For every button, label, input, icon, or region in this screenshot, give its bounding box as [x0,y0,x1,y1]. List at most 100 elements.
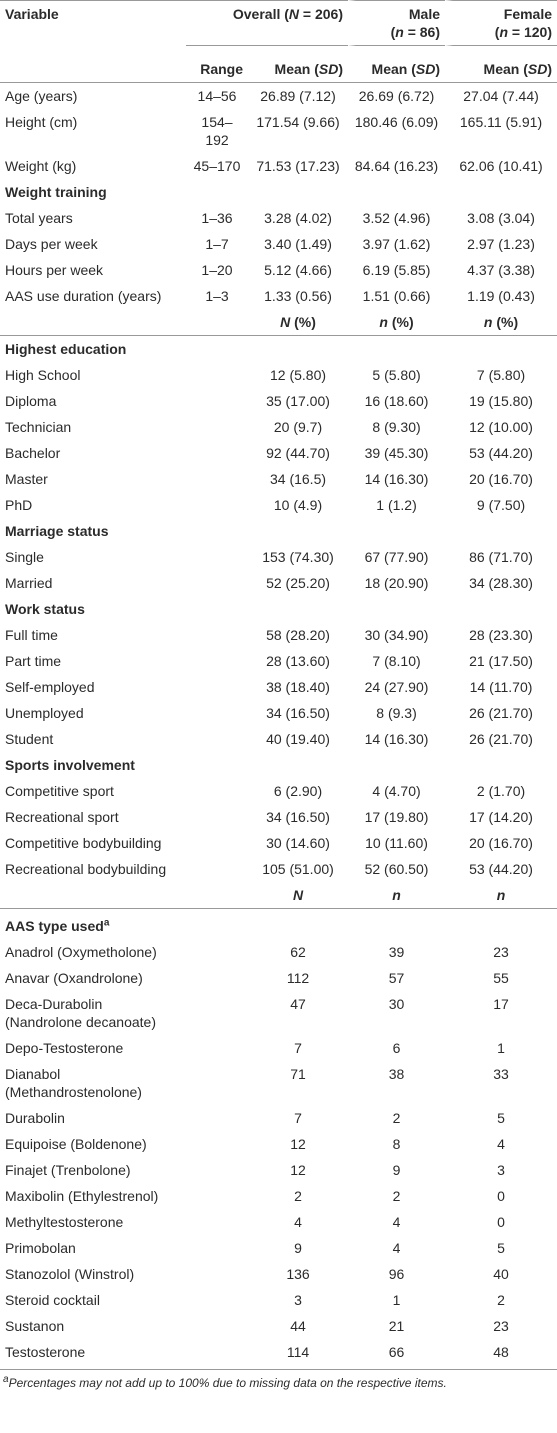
header-text: ( [390,24,396,40]
cell-text: Highest education [5,341,127,357]
cell-text: 1–3 [205,288,229,304]
cell-text: 6 [392,1040,401,1056]
cell-text: 28 (23.30) [469,627,533,643]
cell [186,492,248,518]
cell [186,414,248,440]
cell: Single [0,544,186,570]
cell-text: 9 [392,1162,401,1178]
cell [186,726,248,752]
cell-text: 52 (60.50) [364,861,429,877]
cell [186,1313,248,1339]
cell-text: High School [5,367,81,383]
cell: 55 [445,965,557,991]
cell: 47 [248,991,348,1035]
cell: 9 (7.50) [445,492,557,518]
data-row: PhD 10 (4.9) 1 (1.2) 9 (7.50) [0,492,557,518]
header-cell: Female (n = 120) [445,0,557,46]
cell-text: Master [5,471,48,487]
cell: 20 (16.70) [445,466,557,492]
cell: 35 (17.00) [248,388,348,414]
cell: 23 [445,1313,557,1339]
cell-text: 12 (10.00) [469,419,533,435]
cell: Height (cm) [0,109,186,153]
cell-text: n [392,887,401,903]
cell: Work status [0,596,557,622]
cell: 154–192 [186,109,248,153]
cell-text: 2 [392,1188,401,1204]
data-row: Stanozolol (Winstrol) 136 96 40 [0,1261,557,1287]
cell: 28 (13.60) [248,648,348,674]
cell-text: 34 (28.30) [469,575,533,591]
cell [186,1339,248,1365]
cell-text: Primobolan [5,1240,76,1256]
data-row: Deca-Durabolin (Nandrolone decanoate) 47 3… [0,991,557,1035]
cell: 14 (16.30) [348,466,445,492]
cell-text: 34 (16.50) [266,705,330,721]
data-row: Sustanon 44 21 23 [0,1313,557,1339]
header-text: = 86) [403,24,441,40]
cell: 7 [248,1035,348,1061]
cell-text: 1 [392,1292,401,1308]
cell [186,1183,248,1209]
data-row: Depo-Testosterone 7 6 1 [0,1035,557,1061]
cell-text: 5.12 (4.66) [264,262,332,278]
cell [186,1287,248,1313]
cell: 84.64 (16.23) [348,153,445,179]
cell-text: Student [5,731,54,747]
data-row: Hours per week 1–20 5.12 (4.66) 6.19 (5.85)… [0,257,557,283]
cell: 153 (74.30) [248,544,348,570]
footnote: aPercentages may not add up to 100% due … [0,1369,557,1396]
cell: 2 [348,1105,445,1131]
cell: 92 (44.70) [248,440,348,466]
cell: 2 [248,1183,348,1209]
cell-text: 7 (8.10) [372,653,421,669]
cell: Married [0,570,186,596]
cell-text: 26 (21.70) [469,731,533,747]
cell: 9 [348,1157,445,1183]
cell: 30 (14.60) [248,830,348,856]
cell-text: 136 [286,1266,310,1282]
cell-text: Testosterone [5,1344,86,1360]
cell: 3 [445,1157,557,1183]
header-cell: Mean (SD) [348,46,446,83]
cell-text: Dianabol (Methandrostenolone) [5,1066,142,1100]
cell-text: Marriage status [5,523,109,539]
data-row: Anavar (Oxandrolone) 112 57 55 [0,965,557,991]
cell: 2 [348,1183,445,1209]
cell: 171.54 (9.66) [248,109,348,153]
data-row: Self-employed 38 (18.40) 24 (27.90) 14 (11.… [0,674,557,700]
cell-text: 33 [493,1066,509,1082]
cell: 34 (16.50) [248,700,348,726]
cell: 180.46 (6.09) [348,109,445,153]
cell: 17 (14.20) [445,804,557,830]
cell: 19 (15.80) [445,388,557,414]
cell-text: 2 [294,1188,302,1204]
cell-text: 20 (9.7) [273,419,323,435]
cell [186,570,248,596]
cell: 1 (1.2) [348,492,445,518]
cell: 6.19 (5.85) [348,257,445,283]
cell-text: Deca-Durabolin (Nandrolone decanoate) [5,996,156,1030]
cell: 10 (4.9) [248,492,348,518]
cell-text: 153 (74.30) [262,549,334,565]
cell: 18 (20.90) [348,570,445,596]
cell: Stanozolol (Winstrol) [0,1261,186,1287]
cell: Durabolin [0,1105,186,1131]
data-row: Age (years) 14–56 26.89 (7.12) 26.69 (6.72)… [0,83,557,109]
header-cell: Range [186,46,248,83]
cell: Highest education [0,336,557,362]
cell-text: Weight training [5,184,107,200]
cell-text: 34 (16.50) [266,809,330,825]
cell-text: 5 (5.80) [372,367,421,383]
cell-text: 9 [294,1240,302,1256]
cell-text: 20 (16.70) [469,835,533,851]
cell: 1 [445,1035,557,1061]
cell-text: 21 [388,1318,405,1334]
cell-text: Hours per week [5,262,104,278]
section-row: Sports involvement [0,752,557,778]
cell: 26 (21.70) [445,700,557,726]
cell-text: 28 (13.60) [266,653,330,669]
cell: Competitive sport [0,778,186,804]
cell: AAS type useda [0,909,557,939]
